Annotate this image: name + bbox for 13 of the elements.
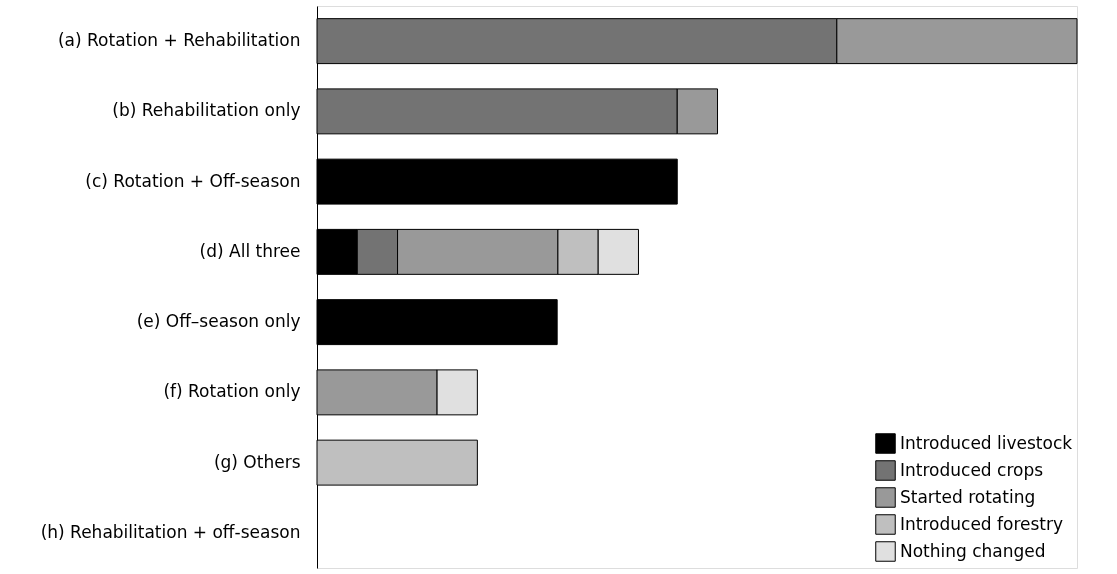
- legend-label: Started rotating: [900, 486, 1036, 507]
- y-tick-label: (d) All three: [199, 240, 301, 261]
- legend-label: Introduced crops: [900, 459, 1044, 480]
- legend-label: Introduced forestry: [900, 513, 1064, 534]
- y-tick-label: (b) Rehabilitation only: [112, 100, 301, 121]
- y-tick-label: (c) Rotation + Off-season: [85, 170, 301, 191]
- y-tick-label: (e) Off–season only: [136, 311, 301, 332]
- y-tick-label: (g) Others: [213, 451, 301, 472]
- legend-label: Nothing changed: [900, 540, 1046, 561]
- y-tick-label: (a) Rotation + Rehabilitation: [57, 30, 301, 51]
- legend-label: Introduced livestock: [900, 432, 1073, 453]
- y-tick-label: (f) Rotation only: [163, 381, 301, 402]
- y-tick-label: (h) Rehabilitation + off-season: [40, 521, 301, 542]
